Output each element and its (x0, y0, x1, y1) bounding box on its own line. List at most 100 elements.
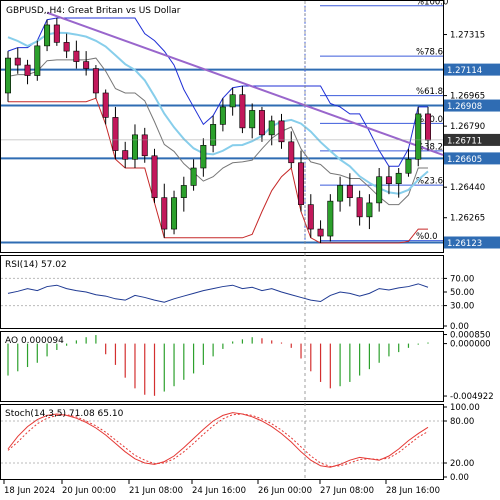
x-tick-label-4: 26 Jun 00:00 (258, 486, 312, 496)
stoch-panel (0, 404, 444, 480)
candle-body-3 (34, 45, 41, 76)
candle-body-36 (356, 197, 363, 218)
candle-body-42 (415, 113, 422, 160)
ao-panel (0, 331, 444, 402)
candle-body-24 (239, 94, 246, 129)
candle-body-29 (288, 141, 295, 164)
candle-body-13 (131, 134, 138, 160)
candle-body-12 (122, 150, 129, 160)
rsi-line (7, 283, 429, 303)
x-tick-label-5: 27 Jun 08:00 (320, 486, 374, 496)
stoch-tick-label-1: 80.00 (450, 417, 474, 427)
stoch-signal-line (7, 413, 429, 468)
level-tag-2 (444, 152, 500, 165)
candle-body-2 (24, 64, 31, 76)
level-label-2: 1.26605 (447, 155, 482, 165)
candle-body-21 (210, 124, 217, 146)
fib-label-1: %78.6 (416, 48, 443, 58)
stoch-tick-label-3: 0.00 (450, 473, 469, 483)
candle-body-4 (44, 24, 51, 47)
candle-body-32 (317, 228, 324, 237)
price-tick-label-2: 1.26790 (450, 122, 485, 132)
candle-body-35 (346, 185, 353, 198)
candle-body-23 (229, 94, 236, 108)
rsi-tick-label-2: 30.00 (450, 302, 474, 312)
candle-body-16 (161, 197, 168, 230)
candle-body-31 (307, 204, 314, 230)
ao-tick-label-0: 0.000850 (450, 331, 491, 341)
stoch-main-line (7, 412, 429, 468)
ao-plot (7, 335, 429, 396)
candle-body-14 (141, 134, 148, 157)
price-tick-label-4: 1.26265 (450, 214, 485, 224)
price-tick-label-3: 1.26440 (450, 183, 485, 193)
candle-body-38 (376, 176, 383, 204)
rsi-plot (1, 277, 443, 307)
stoch-label: Stoch(14,3,5) 71.08 65.10 (5, 409, 124, 419)
candle-body-22 (219, 106, 226, 125)
candle-body-30 (298, 162, 305, 205)
candle-body-37 (366, 202, 373, 218)
rsi-tick-label-1: 50.00 (450, 288, 474, 298)
candle-body-17 (171, 197, 178, 230)
fib-label-4: %38.2 (416, 142, 443, 152)
candle-body-34 (337, 185, 344, 202)
candle-body-5 (53, 24, 60, 43)
candle-body-33 (327, 200, 334, 237)
candle-body-6 (63, 42, 70, 52)
candle-body-18 (180, 185, 187, 198)
level-tag-3 (444, 236, 500, 249)
level-tag-1 (444, 99, 500, 112)
fib-label-2: %61.8 (416, 87, 443, 97)
candle-body-19 (190, 167, 197, 186)
stoch-plot (1, 412, 443, 468)
x-tick-label-6: 28 Jun 16:00 (386, 486, 440, 496)
candle-body-10 (102, 92, 109, 118)
rsi-label: RSI(14) 57.02 (5, 260, 67, 270)
fib-label-5: %23.6 (416, 177, 443, 187)
rsi-tick-label-3: 0.00 (450, 322, 469, 332)
candle-body-11 (112, 117, 119, 151)
fib-label-0: %100.0 (416, 0, 448, 7)
candle-body-27 (268, 120, 275, 136)
stoch-tick-label-2: 20.00 (450, 459, 474, 469)
candle-body-9 (92, 68, 99, 94)
candle-body-28 (278, 120, 285, 143)
axes: 1.27114 1.26908 1.26605 1.26123 1.26711 1.273… (3, 1, 500, 496)
last-price-label: 1.26711 (447, 136, 482, 146)
candle-body-43 (425, 113, 431, 141)
ao-tick-label-2: -0.004922 (450, 392, 494, 402)
channel-lower (8, 97, 428, 244)
moving-average (7, 31, 429, 195)
level-label-0: 1.27114 (447, 66, 482, 76)
level-tag-0 (444, 63, 500, 76)
candle-body-8 (83, 61, 90, 69)
candle-body-0 (5, 57, 11, 94)
candle-body-15 (151, 155, 158, 198)
last-price-tag (444, 133, 500, 146)
price-plot: %100.0%78.6%61.8%50.0%38.2%23.6%0.0 (1, 0, 448, 244)
price-tick-label-0: 1.27315 (450, 31, 485, 41)
ao-label: AO 0.000094 (5, 336, 64, 346)
candle-body-20 (200, 145, 207, 169)
trendline (46, 11, 444, 156)
rsi-panel (0, 255, 444, 329)
candle-body-1 (14, 57, 21, 66)
x-tick-label-3: 24 Jun 16:00 (192, 486, 246, 496)
candle-body-26 (258, 110, 265, 136)
candle-body-7 (73, 50, 80, 62)
candle-body-39 (385, 176, 392, 185)
price-tick-label-1: 1.26965 (450, 92, 485, 102)
x-tick-label-1: 20 Jun 00:00 (62, 486, 116, 496)
rsi-tick-label-0: 70.00 (450, 274, 474, 284)
channel-upper (7, 17, 428, 167)
ao-tick-label-1: 0.000000 (450, 340, 491, 350)
stoch-tick-label-0: 100.00 (450, 403, 480, 413)
candle-body-25 (249, 110, 256, 129)
chart-title: GBPUSD,,H4: Great Britan vs US Dollar (6, 6, 181, 16)
candle-body-40 (395, 172, 402, 185)
x-tick-label-0: 18 Jun 2024 (4, 486, 55, 496)
fib-label-6: %0.0 (416, 232, 438, 242)
